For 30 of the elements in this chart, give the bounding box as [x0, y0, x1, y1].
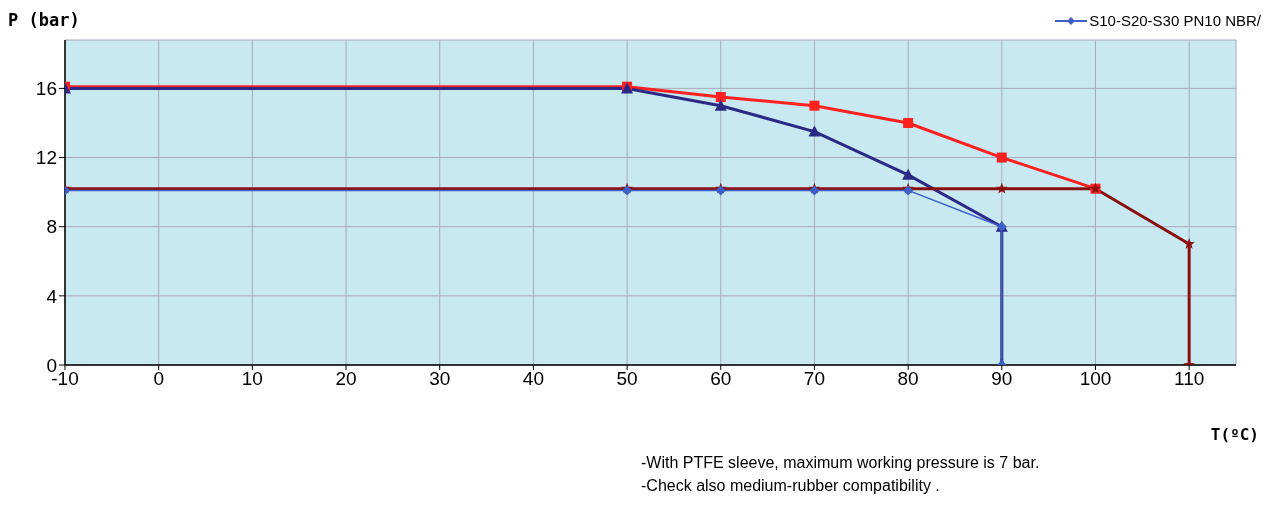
point: [996, 152, 1007, 163]
point: [714, 99, 727, 111]
x-tick-label: 20: [335, 368, 357, 390]
x-axis-title: T(ºC): [1210, 425, 1259, 444]
x-tick-label: 90: [991, 368, 1013, 390]
point: [1183, 237, 1195, 249]
x-tick-label: 0: [153, 368, 164, 390]
y-tick-label: 12: [35, 147, 57, 169]
y-tick-label: 4: [46, 285, 58, 307]
y-tick-label: 8: [46, 216, 57, 238]
point: [903, 117, 914, 128]
y-axis-title: P (bar): [8, 10, 80, 30]
y-tick-label: 16: [35, 78, 57, 100]
point: [902, 168, 915, 180]
x-tick-label: 80: [897, 368, 919, 390]
x-tick-label: 30: [429, 368, 451, 390]
legend-label: S10-S20-S30 PN10 NBR/: [1089, 12, 1261, 29]
x-tick-label: 70: [803, 368, 826, 390]
x-tick-label: 110: [1174, 368, 1205, 390]
point: [715, 92, 726, 103]
text: -Check also medium-rubber compatibility .: [641, 477, 940, 495]
text: -With PTFE sleeve, maximum working pressure is 7 bar.: [641, 454, 1040, 472]
point: [808, 125, 821, 137]
x-tick-label: 10: [241, 368, 263, 390]
x-tick-label: 50: [616, 368, 638, 390]
point: [809, 100, 820, 111]
x-tick-label: 40: [522, 368, 544, 390]
x-tick-label: 60: [710, 368, 732, 390]
x-tick-label: 100: [1079, 368, 1112, 390]
point: [996, 182, 1008, 194]
